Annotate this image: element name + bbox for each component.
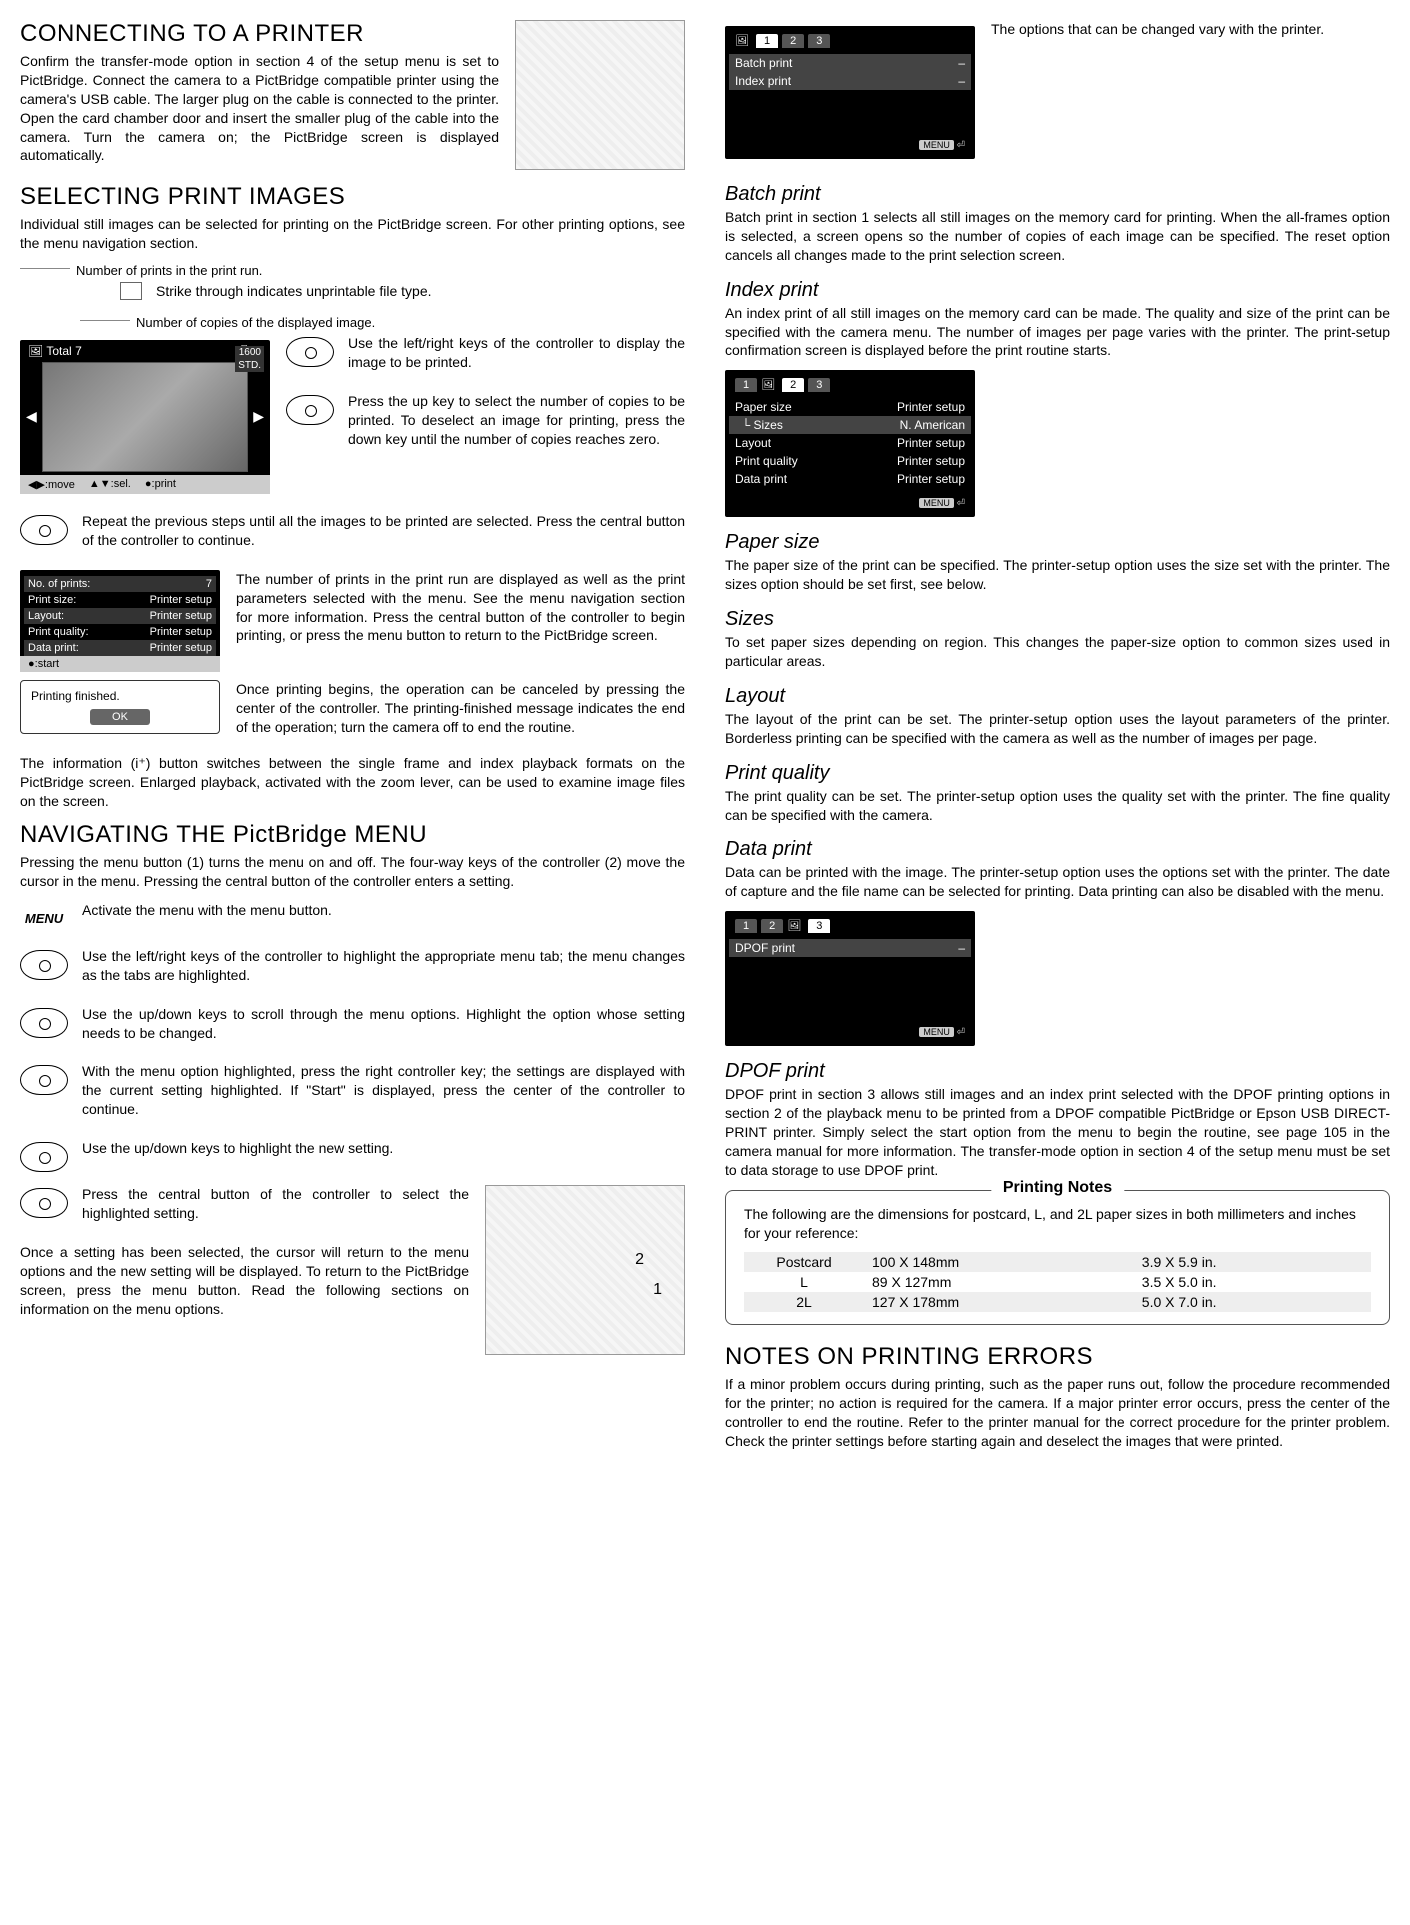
menu-item[interactable]: LayoutPrinter setup bbox=[735, 434, 965, 452]
callout-strike: Strike through indicates unprintable fil… bbox=[156, 282, 685, 301]
menu-tab[interactable]: 3 bbox=[808, 919, 830, 933]
menu-item[interactable]: Batch print– bbox=[729, 54, 971, 72]
menu-item[interactable]: Paper sizePrinter setup bbox=[735, 398, 965, 416]
menu-item[interactable]: Data printPrinter setup bbox=[735, 470, 965, 488]
notes-intro: The following are the dimensions for pos… bbox=[744, 1205, 1371, 1243]
controller-icon bbox=[286, 395, 334, 425]
index-body: An index print of all still images on th… bbox=[725, 304, 1390, 361]
summary-row: Print quality:Printer setup bbox=[28, 624, 212, 640]
summary-row: Data print:Printer setup bbox=[24, 640, 216, 656]
table-row: L 89 X 127mm 3.5 X 5.0 in. bbox=[744, 1272, 1371, 1292]
sizes-title: Sizes bbox=[725, 608, 1390, 631]
next-image-arrow[interactable]: ▶ bbox=[253, 408, 264, 425]
notes-legend: Printing Notes bbox=[991, 1179, 1124, 1197]
menu-tab[interactable]: 1 bbox=[735, 919, 757, 933]
menu-tab[interactable]: 2 bbox=[761, 919, 783, 933]
file-strike-icon bbox=[120, 282, 142, 300]
summary-row: Print size:Printer setup bbox=[28, 592, 212, 608]
errors-body: If a minor problem occurs during printin… bbox=[725, 1375, 1390, 1451]
paper-body: The paper size of the print can be speci… bbox=[725, 556, 1390, 594]
menu-lcd-section2: 1 🖼 2 3 Paper sizePrinter setup └ SizesN… bbox=[725, 370, 975, 517]
dataprint-title: Data print bbox=[725, 838, 1390, 861]
finished-desc: Once printing begins, the operation can … bbox=[236, 680, 685, 737]
batch-body: Batch print in section 1 selects all sti… bbox=[725, 208, 1390, 265]
options-intro: The options that can be changed vary wit… bbox=[991, 20, 1390, 39]
menu-lcd-section3: 1 2 🖼 3 DPOF print– MENU ⏎ bbox=[725, 911, 975, 1046]
dataprint-body: Data can be printed with the image. The … bbox=[725, 863, 1390, 901]
summary-row: No. of prints:7 bbox=[24, 576, 216, 592]
layout-title: Layout bbox=[725, 685, 1390, 708]
menu-item[interactable]: DPOF print– bbox=[729, 939, 971, 957]
sizes-body: To set paper sizes depending on region. … bbox=[725, 633, 1390, 671]
step-leftright: Use the left/right keys of the controlle… bbox=[348, 334, 685, 372]
nav-outro: Once a setting has been selected, the cu… bbox=[20, 1243, 469, 1319]
controller-icon bbox=[20, 1188, 68, 1218]
step-updown: Press the up key to select the number of… bbox=[348, 392, 685, 449]
quality-title: Print quality bbox=[725, 762, 1390, 785]
footer-print: ●:print bbox=[145, 478, 176, 491]
summary-start: ●:start bbox=[20, 656, 220, 672]
menu-tab[interactable]: 3 bbox=[808, 378, 830, 392]
nav-step: Press the central button of the controll… bbox=[82, 1185, 469, 1223]
menu-icon: MENU bbox=[25, 911, 63, 926]
selecting-title: SELECTING PRINT IMAGES bbox=[20, 183, 685, 211]
errors-title: NOTES ON PRINTING ERRORS bbox=[725, 1343, 1390, 1371]
index-title: Index print bbox=[725, 279, 1390, 302]
menu-tab[interactable]: 2 bbox=[782, 34, 804, 48]
footer-move: ◀▶:move bbox=[28, 478, 75, 491]
dpof-body: DPOF print in section 3 allows still ima… bbox=[725, 1085, 1390, 1179]
summary-desc: The number of prints in the print run ar… bbox=[236, 570, 685, 646]
nav-step: With the menu option highlighted, press … bbox=[82, 1062, 685, 1119]
menu-tab[interactable]: 1 bbox=[756, 34, 778, 48]
controller-icon bbox=[20, 950, 68, 980]
nav-step: Use the left/right keys of the controlle… bbox=[82, 947, 685, 985]
menu-tab[interactable]: 1 bbox=[735, 378, 757, 392]
menu-lcd-section1: 🖼 1 2 3 Batch print– Index print– MENU ⏎ bbox=[725, 26, 975, 159]
batch-title: Batch print bbox=[725, 183, 1390, 206]
controller-icon bbox=[20, 515, 68, 545]
menu-item[interactable]: Print qualityPrinter setup bbox=[735, 452, 965, 470]
camera-illustration bbox=[515, 20, 685, 170]
connecting-title: CONNECTING TO A PRINTER bbox=[20, 20, 499, 48]
connecting-body: Confirm the transfer-mode option in sect… bbox=[20, 52, 499, 165]
info-button-note: The information (i⁺) button switches bet… bbox=[20, 754, 685, 811]
menu-item[interactable]: Index print– bbox=[729, 72, 971, 90]
controller-icon bbox=[20, 1008, 68, 1038]
callout-prints: Number of prints in the print run. bbox=[20, 263, 685, 278]
menu-item[interactable]: └ SizesN. American bbox=[729, 416, 971, 434]
controller-icon bbox=[20, 1142, 68, 1172]
camera-back-illustration: 1 2 bbox=[485, 1185, 685, 1355]
table-row: Postcard 100 X 148mm 3.9 X 5.9 in. bbox=[744, 1252, 1371, 1272]
selecting-intro: Individual still images can be selected … bbox=[20, 215, 685, 253]
nav-step: Activate the menu with the menu button. bbox=[82, 901, 685, 920]
menu-tab[interactable]: 3 bbox=[808, 34, 830, 48]
nav-step: Use the up/down keys to highlight the ne… bbox=[82, 1139, 685, 1158]
layout-body: The layout of the print can be set. The … bbox=[725, 710, 1390, 748]
step-repeat: Repeat the previous steps until all the … bbox=[82, 512, 685, 550]
print-summary-lcd: No. of prints:7 Print size:Printer setup… bbox=[20, 570, 220, 672]
callout-copies: Number of copies of the displayed image. bbox=[80, 315, 685, 330]
ok-button[interactable]: OK bbox=[90, 709, 150, 725]
footer-sel: ▲▼:sel. bbox=[89, 478, 131, 491]
paper-title: Paper size bbox=[725, 531, 1390, 554]
nav-title: NAVIGATING THE PictBridge MENU bbox=[20, 821, 685, 849]
controller-icon bbox=[20, 1065, 68, 1095]
nav-step: Use the up/down keys to scroll through t… bbox=[82, 1005, 685, 1043]
controller-icon bbox=[286, 337, 334, 367]
quality-body: The print quality can be set. The printe… bbox=[725, 787, 1390, 825]
nav-intro: Pressing the menu button (1) turns the m… bbox=[20, 853, 685, 891]
paper-size-table: Postcard 100 X 148mm 3.9 X 5.9 in. L 89 … bbox=[744, 1252, 1371, 1312]
prev-image-arrow[interactable]: ◀ bbox=[26, 408, 37, 425]
printing-finished-box: Printing finished. OK bbox=[20, 680, 220, 734]
printing-notes-box: Printing Notes The following are the dim… bbox=[725, 1190, 1390, 1326]
table-row: 2L 127 X 178mm 5.0 X 7.0 in. bbox=[744, 1292, 1371, 1312]
menu-tab[interactable]: 2 bbox=[782, 378, 804, 392]
pictbridge-preview-lcd: 🖼 Total 7 🖨 1 1600 STD. ◀▶ ◀▶:move ▲▼:se… bbox=[20, 340, 270, 494]
summary-row: Layout:Printer setup bbox=[24, 608, 216, 624]
dpof-title: DPOF print bbox=[725, 1060, 1390, 1083]
